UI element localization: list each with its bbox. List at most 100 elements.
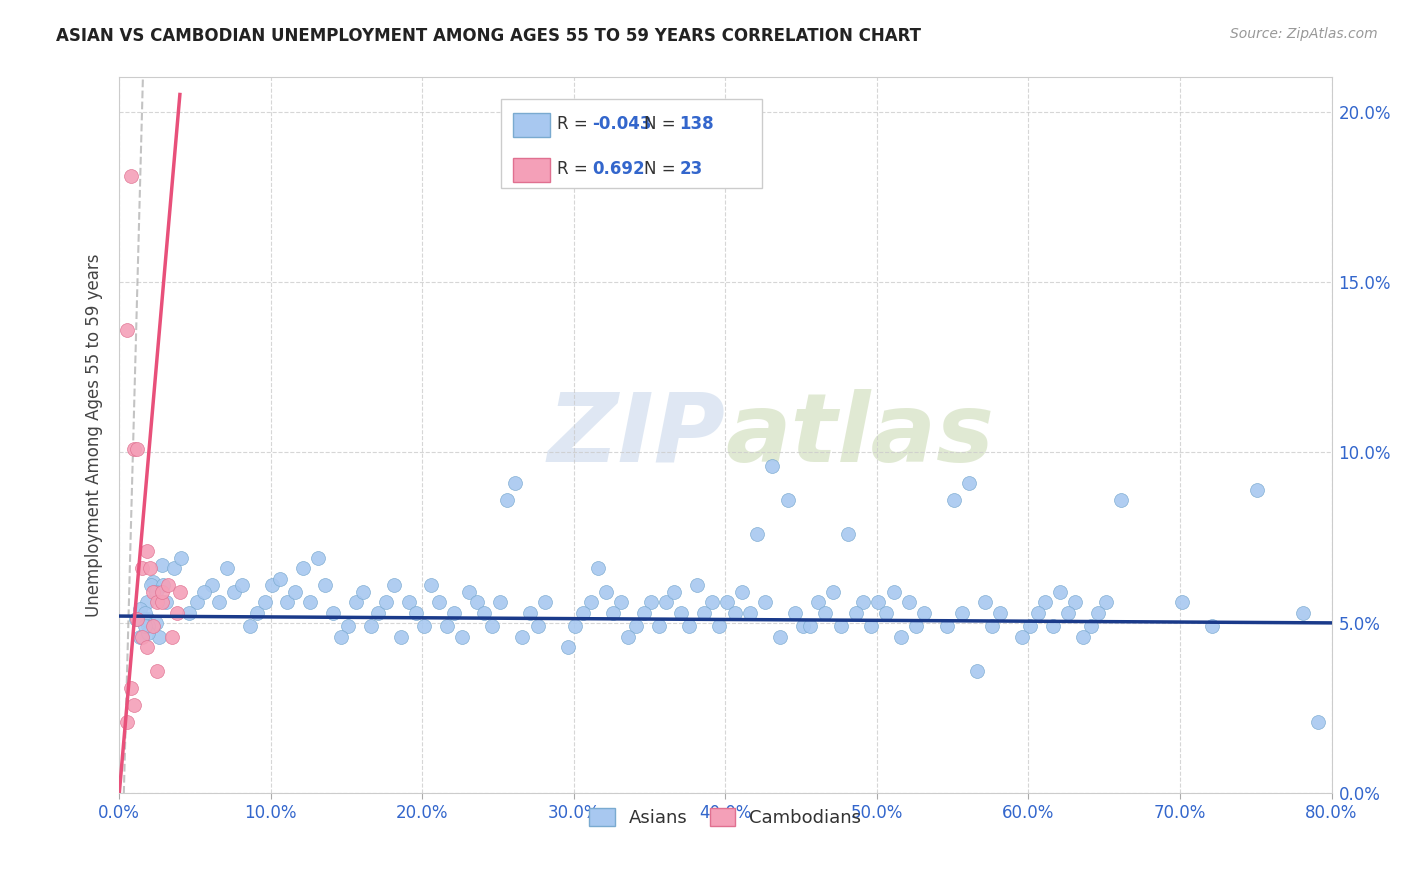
Point xyxy=(135,544,157,558)
Point xyxy=(134,606,156,620)
Point xyxy=(127,442,149,456)
Point xyxy=(481,619,503,633)
Point xyxy=(693,606,716,620)
Point xyxy=(557,640,579,654)
Point xyxy=(142,619,165,633)
Point xyxy=(662,585,685,599)
Point xyxy=(169,585,191,599)
Point xyxy=(731,585,754,599)
Point xyxy=(299,595,322,609)
Point xyxy=(450,630,472,644)
Point xyxy=(709,619,731,633)
Point xyxy=(488,595,510,609)
Point xyxy=(595,585,617,599)
Point xyxy=(193,585,215,599)
Point xyxy=(1071,630,1094,644)
Point xyxy=(307,551,329,566)
Point xyxy=(142,585,165,599)
Point xyxy=(135,640,157,654)
Point xyxy=(124,698,146,712)
Point xyxy=(367,606,389,620)
Point xyxy=(526,619,548,633)
Text: N =: N = xyxy=(644,115,681,133)
Point xyxy=(640,595,662,609)
Point xyxy=(398,595,420,609)
Point xyxy=(131,561,153,575)
Point xyxy=(231,578,253,592)
Point xyxy=(474,606,496,620)
Point xyxy=(716,595,738,609)
Point xyxy=(134,619,156,633)
Point xyxy=(769,630,792,644)
Point xyxy=(564,619,586,633)
Point xyxy=(624,619,647,633)
Point xyxy=(579,595,602,609)
Point xyxy=(754,595,776,609)
Point xyxy=(360,619,382,633)
Point xyxy=(262,578,284,592)
Point xyxy=(201,578,224,592)
Point xyxy=(120,169,142,184)
Point xyxy=(1049,585,1071,599)
Point xyxy=(738,606,761,620)
Text: atlas: atlas xyxy=(725,389,994,482)
Point xyxy=(610,595,633,609)
Point xyxy=(389,630,412,644)
Point xyxy=(821,585,844,599)
Y-axis label: Unemployment Among Ages 55 to 59 years: Unemployment Among Ages 55 to 59 years xyxy=(86,253,103,617)
Point xyxy=(830,619,852,633)
Text: N =: N = xyxy=(644,160,681,178)
Point xyxy=(875,606,897,620)
Point xyxy=(136,626,159,640)
Point xyxy=(115,323,138,337)
Point xyxy=(700,595,723,609)
Point xyxy=(163,561,186,575)
Text: Source: ZipAtlas.com: Source: ZipAtlas.com xyxy=(1230,27,1378,41)
Point xyxy=(1087,606,1109,620)
Point xyxy=(845,606,868,620)
Point xyxy=(136,612,159,626)
Point xyxy=(1011,630,1033,644)
Point xyxy=(1170,595,1192,609)
Text: -0.043: -0.043 xyxy=(592,115,651,133)
Point xyxy=(166,606,188,620)
Point xyxy=(344,595,367,609)
Point xyxy=(436,619,458,633)
Point xyxy=(224,585,246,599)
Point xyxy=(671,606,693,620)
Point xyxy=(519,606,541,620)
Point xyxy=(868,595,890,609)
Point xyxy=(761,459,783,474)
Point xyxy=(162,630,184,644)
Point xyxy=(135,595,157,609)
Point xyxy=(1033,595,1056,609)
Point xyxy=(957,476,980,491)
Point xyxy=(239,619,262,633)
Point xyxy=(852,595,875,609)
Point xyxy=(129,602,152,616)
Point xyxy=(1019,619,1042,633)
Point xyxy=(837,527,859,541)
Point xyxy=(799,619,821,633)
Point xyxy=(136,619,159,633)
Point xyxy=(1026,606,1049,620)
Point xyxy=(352,585,374,599)
Point xyxy=(1292,606,1315,620)
Point xyxy=(935,619,957,633)
Point xyxy=(170,551,193,566)
Point xyxy=(655,595,678,609)
Point xyxy=(322,606,344,620)
Point xyxy=(512,630,534,644)
Point xyxy=(405,606,427,620)
Point xyxy=(1109,493,1132,508)
Point xyxy=(132,612,155,626)
Point xyxy=(1201,619,1223,633)
Point xyxy=(988,606,1011,620)
Point xyxy=(276,595,298,609)
Point xyxy=(148,630,170,644)
Point xyxy=(648,619,671,633)
Point xyxy=(127,612,149,626)
Point xyxy=(412,619,434,633)
Point xyxy=(859,619,882,633)
Text: 138: 138 xyxy=(679,115,714,133)
